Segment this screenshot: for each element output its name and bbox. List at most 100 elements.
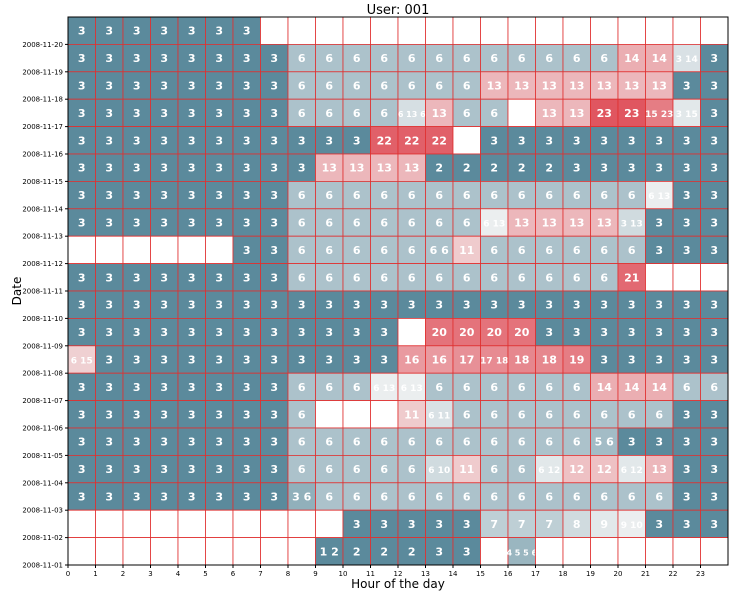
heatmap-cell-label: 3 <box>188 25 196 38</box>
heatmap-cell <box>287 126 316 155</box>
heatmap-cell <box>700 71 729 100</box>
heatmap-cell-label: 6 <box>353 52 361 65</box>
heatmap-cell-label: 6 <box>518 436 526 449</box>
heatmap-cell <box>370 98 399 127</box>
heatmap-cell <box>205 290 234 319</box>
y-tick-label: 2008-11-15 <box>22 178 63 186</box>
heatmap-cell <box>205 16 234 45</box>
heatmap-cell-label: 6 <box>463 491 471 504</box>
heatmap-cell <box>315 454 344 484</box>
heatmap-cell-label: 3 <box>160 436 168 449</box>
heatmap-cell-label: 6 <box>380 107 388 120</box>
heatmap-cell-label: 6 <box>380 244 388 257</box>
heatmap-cell-label: 6 <box>353 463 361 476</box>
heatmap-cell-label: 3 <box>188 107 196 120</box>
heatmap-cell-label: 3 <box>600 162 608 175</box>
heatmap-cell-label: 13 <box>652 80 667 93</box>
heatmap-cell-label: 3 <box>133 299 141 312</box>
heatmap-cell <box>150 537 179 566</box>
heatmap-cell-label: 6 <box>463 80 471 93</box>
heatmap-cell-label: 3 <box>105 162 113 175</box>
heatmap-cell-label: 3 <box>298 326 306 339</box>
heatmap-cell <box>562 345 591 374</box>
y-tick-label: 2008-11-09 <box>22 342 63 350</box>
heatmap-cell <box>232 400 261 429</box>
heatmap-cell-label: 3 <box>133 381 141 394</box>
heatmap-cell <box>232 345 261 374</box>
x-tick-label: 15 <box>476 570 485 578</box>
heatmap-cell-label: 2 <box>545 162 553 175</box>
heatmap-cell-label: 6 <box>573 381 581 394</box>
heatmap-cell-label: 6 12 <box>621 466 643 476</box>
heatmap-cell-label: 2 <box>408 545 416 558</box>
heatmap-cell <box>260 427 289 456</box>
heatmap-cell <box>287 235 316 264</box>
heatmap-cell-label: 3 <box>160 25 168 38</box>
heatmap-cell-label: 3 <box>243 299 251 312</box>
heatmap-cell-label: 3 <box>298 354 306 367</box>
heatmap-cell <box>617 44 646 73</box>
heatmap-cell-label: 6 <box>380 80 388 93</box>
heatmap-cell-label: 6 <box>573 189 581 202</box>
heatmap-cell-label: 3 <box>683 244 691 257</box>
heatmap-cell <box>370 537 399 566</box>
heatmap-cell <box>590 482 619 511</box>
heatmap-cell-label: 6 <box>573 271 581 284</box>
heatmap-cell-label: 3 14 <box>676 55 698 65</box>
heatmap-cell <box>645 290 674 319</box>
heatmap-cell-label: 2 <box>518 162 526 175</box>
heatmap-cell <box>507 454 536 484</box>
heatmap-cell <box>370 235 399 264</box>
heatmap-cell-label: 7 <box>518 518 526 531</box>
heatmap-cell <box>672 482 701 511</box>
heatmap-cell <box>370 44 399 73</box>
heatmap-cell <box>205 235 234 264</box>
y-tick-label: 2008-11-11 <box>22 288 63 296</box>
heatmap-cell <box>342 537 371 566</box>
heatmap-cell-label: 3 <box>188 381 196 394</box>
heatmap-cell-label: 13 <box>514 217 529 230</box>
heatmap-cell <box>232 537 261 566</box>
heatmap-cell-label: 6 <box>518 381 526 394</box>
heatmap-cell <box>150 290 179 319</box>
heatmap-cell <box>645 44 674 73</box>
heatmap-cell <box>287 400 316 429</box>
heatmap-cell <box>617 537 646 566</box>
heatmap-cell-label: 3 <box>243 80 251 93</box>
heatmap-cell <box>507 263 536 292</box>
heatmap-cell-label: 3 <box>655 134 663 147</box>
heatmap-cell-label: 6 <box>573 436 581 449</box>
heatmap-cell-label: 3 <box>628 299 636 312</box>
heatmap-cell <box>67 537 96 566</box>
heatmap-cell-label: 3 <box>655 326 663 339</box>
heatmap-cell <box>480 263 509 292</box>
heatmap-cell-label: 3 <box>270 491 278 504</box>
heatmap-cell-label: 6 <box>325 271 333 284</box>
heatmap-cell-label: 20 <box>514 326 530 339</box>
heatmap-cell-label: 6 <box>298 244 306 257</box>
heatmap-cell-label: 3 <box>655 162 663 175</box>
y-tick-label: 2008-11-17 <box>22 123 63 131</box>
heatmap-cell-label: 3 <box>78 299 86 312</box>
heatmap-cell-label: 6 <box>545 381 553 394</box>
heatmap-cell <box>150 126 179 155</box>
heatmap-cell-label: 3 <box>573 162 581 175</box>
heatmap-cell-label: 3 <box>270 162 278 175</box>
y-tick-label: 2008-11-12 <box>22 260 63 268</box>
heatmap-cell-label: 6 <box>408 271 416 284</box>
heatmap-cell-label: 3 <box>105 299 113 312</box>
heatmap-cell <box>700 180 729 210</box>
heatmap-cell-label: 6 <box>545 244 553 257</box>
heatmap-cell <box>397 372 426 402</box>
heatmap-cell <box>590 372 619 402</box>
heatmap-cell-label: 3 <box>243 436 251 449</box>
heatmap-cell <box>480 509 509 539</box>
heatmap-cell <box>342 235 371 264</box>
heatmap-cell-label: 6 <box>380 52 388 65</box>
heatmap-cell-label: 6 <box>435 80 443 93</box>
heatmap-cell-label: 3 <box>243 271 251 284</box>
heatmap-cell-label: 6 <box>600 189 608 202</box>
heatmap-cell-label: 3 <box>683 408 691 421</box>
heatmap-cell <box>177 263 206 292</box>
heatmap-cell-label: 3 <box>655 354 663 367</box>
